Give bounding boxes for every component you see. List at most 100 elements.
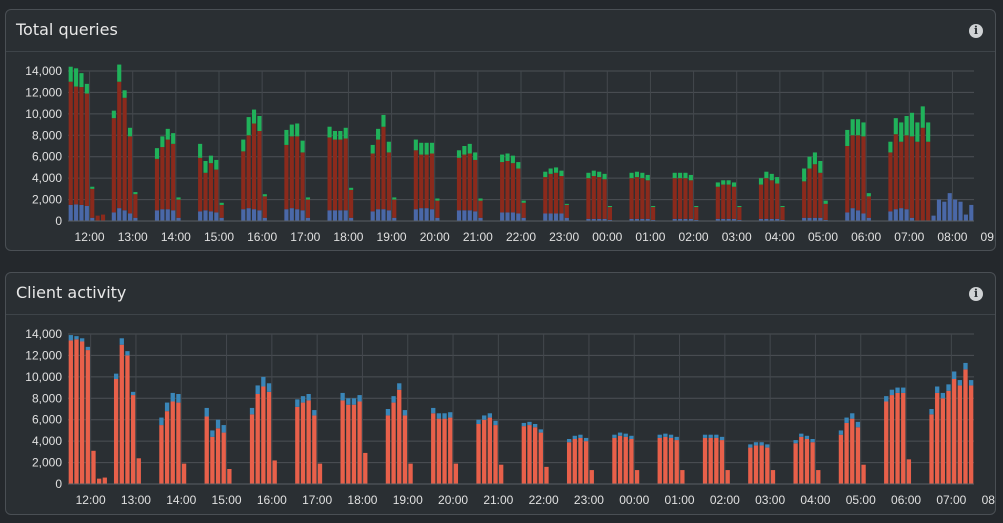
bar-segment xyxy=(500,212,505,221)
bar-segment xyxy=(533,424,538,428)
bar-segment xyxy=(80,341,85,484)
bar-segment xyxy=(737,219,742,221)
bar-segment xyxy=(597,177,602,219)
bar-segment xyxy=(904,209,909,221)
bar-segment xyxy=(544,466,549,484)
bar-segment xyxy=(255,385,260,394)
bar-segment xyxy=(855,421,861,428)
bar-segment xyxy=(241,151,246,210)
bar-segment xyxy=(856,210,861,221)
bar-segment xyxy=(683,172,688,179)
bar-segment xyxy=(674,436,679,441)
bar-segment xyxy=(85,350,90,484)
bar-segment xyxy=(510,212,515,221)
bar-segment xyxy=(866,196,871,218)
bar-segment xyxy=(203,172,208,211)
bar-segment xyxy=(68,204,73,221)
bar-segment xyxy=(957,385,962,484)
bar-segment xyxy=(500,162,505,213)
bar-segment xyxy=(538,432,543,484)
bar-segment xyxy=(266,383,272,392)
bar-segment xyxy=(453,463,459,484)
bar-segment xyxy=(926,122,931,142)
bar-segment xyxy=(818,217,823,221)
bar-segment xyxy=(127,136,133,214)
bar-segment xyxy=(272,460,277,484)
bar-segment xyxy=(799,436,804,484)
bar-segment xyxy=(392,197,397,200)
bar-segment xyxy=(386,141,391,153)
bar-segment xyxy=(429,142,435,154)
bar-segment xyxy=(68,66,73,82)
bar-segment xyxy=(640,172,645,179)
bar-segment xyxy=(915,122,920,142)
x-tick-label: 16:00 xyxy=(247,230,277,244)
bar-segment xyxy=(261,386,266,484)
info-circle-icon[interactable]: i xyxy=(969,24,983,38)
bar-segment xyxy=(79,204,84,221)
bar-segment xyxy=(909,217,915,221)
bar-segment xyxy=(133,192,138,195)
y-tick-label: 6,000 xyxy=(32,413,62,427)
bar-segment xyxy=(385,415,391,484)
bar-segment xyxy=(702,434,708,438)
bar-segment xyxy=(127,213,133,221)
bar-segment xyxy=(764,218,769,221)
bar-segment xyxy=(564,203,569,205)
bar-segment xyxy=(629,178,634,219)
bar-segment xyxy=(931,215,936,221)
client-activity-panel: Client activity i 0 2,000 4,000 6,000 8,000 1… xyxy=(5,272,996,515)
bar-segment xyxy=(203,210,208,221)
bar-segment xyxy=(300,396,306,403)
bar-segment xyxy=(838,434,844,484)
panel-header: Client activity i xyxy=(6,273,995,315)
y-tick-label: 4,000 xyxy=(32,171,62,185)
y-tick-label: 6,000 xyxy=(32,150,62,164)
bar-segment xyxy=(85,346,90,351)
bar-segment xyxy=(899,141,904,209)
bar-segment xyxy=(208,211,213,221)
bar-segment xyxy=(714,434,719,438)
bar-segment xyxy=(559,176,564,214)
bar-segment xyxy=(456,150,462,158)
bar-segment xyxy=(812,164,817,218)
bar-segment xyxy=(645,218,650,221)
bar-segment xyxy=(758,218,764,221)
bar-segment xyxy=(164,411,170,484)
bar-segment xyxy=(370,153,375,212)
bar-segment xyxy=(583,437,589,442)
bar-segment xyxy=(284,129,289,145)
bar-segment xyxy=(159,425,164,484)
bar-segment xyxy=(476,419,481,424)
bar-segment xyxy=(317,463,323,484)
x-tick-label: 02:00 xyxy=(710,493,740,507)
bar-segment xyxy=(651,206,656,208)
bar-segment xyxy=(84,206,89,221)
bar-segment xyxy=(602,173,607,180)
x-tick-label: 14:00 xyxy=(161,230,191,244)
bar-segment xyxy=(435,198,440,201)
bar-segment xyxy=(861,136,866,214)
bar-segment xyxy=(586,172,591,179)
bar-segment xyxy=(589,470,594,484)
bar-segment xyxy=(349,187,354,190)
bar-segment xyxy=(125,355,130,484)
bar-segment xyxy=(683,178,688,219)
bar-segment xyxy=(413,150,418,210)
x-tick-label: 19:00 xyxy=(377,230,407,244)
bar-segment xyxy=(381,126,386,210)
bar-segment xyxy=(397,389,402,484)
bar-segment xyxy=(257,210,262,221)
x-tick-label: 19:00 xyxy=(393,493,423,507)
bar-segment xyxy=(349,189,354,218)
info-circle-icon[interactable]: i xyxy=(969,287,983,301)
bar-segment xyxy=(963,362,968,370)
bar-segment xyxy=(79,87,84,205)
bar-segment xyxy=(572,439,577,484)
bar-segment xyxy=(130,391,136,396)
panel-title: Client activity xyxy=(16,283,127,302)
bar-segment xyxy=(171,210,176,221)
y-tick-label: 8,000 xyxy=(32,128,62,142)
bar-segment xyxy=(431,407,436,414)
bar-segment xyxy=(602,179,607,219)
